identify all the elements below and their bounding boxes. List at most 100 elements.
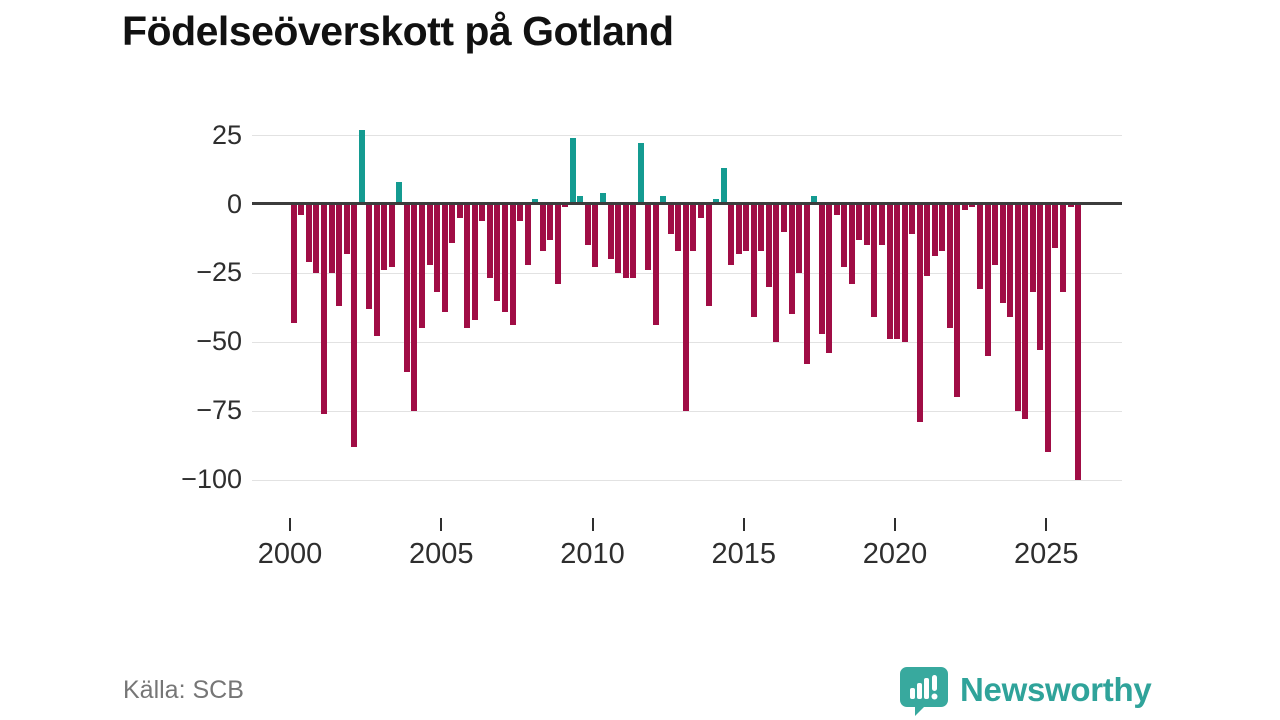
bar-2023-q4 bbox=[1007, 204, 1014, 317]
x-axis-label-2000: 2000 bbox=[257, 538, 323, 570]
bar-2002-q1 bbox=[351, 204, 358, 447]
source-note: Källa: SCB bbox=[123, 676, 244, 704]
x-axis-tick-2020 bbox=[894, 518, 896, 531]
bar-2006-q3 bbox=[486, 204, 493, 279]
newsworthy-logo-text: Newsworthy bbox=[960, 671, 1152, 708]
bar-2012-q2 bbox=[660, 195, 667, 204]
bar-2011-q4 bbox=[645, 204, 652, 271]
bar-2015-q3 bbox=[758, 204, 765, 251]
bar-2020-q2 bbox=[901, 204, 908, 342]
bar-2002-q2 bbox=[358, 129, 365, 204]
bar-2003-q2 bbox=[388, 204, 395, 268]
bar-2025-q2 bbox=[1052, 204, 1059, 249]
bar-2009-q4 bbox=[584, 204, 591, 246]
bar-2016-q3 bbox=[788, 204, 795, 315]
bar-2020-q3 bbox=[909, 204, 916, 235]
bar-2009-q3 bbox=[577, 195, 584, 204]
bar-2014-q1 bbox=[713, 198, 720, 204]
x-axis-label-2015: 2015 bbox=[711, 538, 777, 570]
bar-2018-q3 bbox=[848, 204, 855, 284]
bar-2017-q3 bbox=[818, 204, 825, 334]
bar-2023-q1 bbox=[984, 204, 991, 356]
bar-2022-q3 bbox=[969, 204, 976, 207]
bar-2001-q1 bbox=[321, 204, 327, 414]
bar-2005-q4 bbox=[464, 204, 471, 328]
gridline--75 bbox=[252, 410, 1122, 412]
bar-2001-q2 bbox=[328, 204, 335, 273]
bar-2018-q2 bbox=[841, 204, 848, 268]
bar-2019-q3 bbox=[879, 204, 885, 246]
bar-2002-q4 bbox=[373, 204, 380, 337]
bar-2007-q3 bbox=[517, 204, 523, 221]
bar-2005-q1 bbox=[441, 204, 448, 312]
bar-2013-q3 bbox=[698, 204, 704, 218]
bar-2005-q3 bbox=[456, 204, 463, 218]
bar-2006-q4 bbox=[494, 204, 501, 301]
bar-2010-q1 bbox=[592, 204, 599, 268]
bar-2004-q1 bbox=[411, 204, 418, 411]
bar-2013-q2 bbox=[690, 204, 697, 251]
bar-2003-q4 bbox=[403, 204, 410, 373]
bar-2016-q2 bbox=[780, 204, 787, 232]
bar-2018-q4 bbox=[856, 204, 863, 240]
bar-2003-q3 bbox=[396, 182, 403, 204]
bar-2010-q3 bbox=[607, 204, 614, 260]
plot-area: 25 0 −25 −50 −75 −100 2000 2005 2010 2015 2020 2025 bbox=[181, 121, 1122, 570]
bar-2006-q1 bbox=[471, 204, 478, 320]
y-axis-label--75: −75 bbox=[196, 395, 242, 426]
bar-2019-q1 bbox=[863, 204, 870, 246]
bar-2007-q2 bbox=[509, 204, 516, 326]
x-axis-zero-line bbox=[252, 202, 1122, 205]
bar-2026-q1 bbox=[1075, 204, 1081, 480]
bar-2007-q1 bbox=[501, 204, 508, 312]
x-axis-label-2025: 2025 bbox=[1014, 538, 1079, 570]
bar-2000-q3 bbox=[305, 204, 312, 262]
y-axis-label-0: 0 bbox=[226, 188, 242, 219]
bar-2008-q3 bbox=[547, 204, 554, 240]
bar-2012-q4 bbox=[675, 204, 682, 251]
x-axis-tick-2010 bbox=[591, 518, 594, 531]
bar-2003-q1 bbox=[381, 204, 388, 271]
x-axis-label-2020: 2020 bbox=[862, 538, 928, 570]
bar-2023-q2 bbox=[992, 204, 999, 265]
bar-2020-q1 bbox=[894, 204, 900, 339]
bar-2004-q2 bbox=[419, 204, 425, 328]
bar-2015-q4 bbox=[765, 204, 772, 287]
bar-2017-q1 bbox=[803, 204, 810, 364]
bar-2011-q3 bbox=[637, 143, 644, 204]
bar-2008-q4 bbox=[554, 204, 561, 284]
bar-2016-q1 bbox=[773, 204, 780, 342]
y-axis-label--100: −100 bbox=[181, 464, 242, 495]
bar-2001-q3 bbox=[336, 204, 342, 306]
bar-2014-q2 bbox=[720, 168, 727, 204]
bar-2000-q4 bbox=[313, 204, 320, 273]
bar-2021-q1 bbox=[924, 204, 931, 276]
bar-2018-q1 bbox=[833, 204, 840, 215]
bar-2011-q2 bbox=[630, 204, 637, 279]
bar-2014-q4 bbox=[735, 204, 742, 254]
y-axis-label--25: −25 bbox=[196, 257, 242, 288]
bar-2011-q1 bbox=[622, 204, 629, 279]
bar-2013-q4 bbox=[705, 204, 712, 306]
bar-2006-q2 bbox=[479, 204, 486, 221]
bar-2010-q2 bbox=[600, 193, 606, 204]
bar-2009-q2 bbox=[569, 137, 576, 204]
bar-2025-q1 bbox=[1044, 204, 1051, 452]
bar-2007-q4 bbox=[524, 204, 531, 265]
bar-2016-q4 bbox=[796, 204, 802, 273]
bar-2019-q4 bbox=[886, 204, 893, 339]
x-axis-tick-2025 bbox=[1045, 518, 1048, 531]
bar-2009-q1 bbox=[562, 204, 569, 207]
bar-2017-q4 bbox=[826, 204, 833, 353]
newsworthy-logo: Newsworthy bbox=[898, 664, 1152, 716]
bar-2020-q4 bbox=[916, 204, 923, 422]
x-axis-tick-2000 bbox=[289, 518, 291, 531]
bar-2022-q2 bbox=[961, 204, 968, 210]
bar-2010-q4 bbox=[615, 204, 621, 273]
bar-2013-q1 bbox=[682, 204, 689, 411]
bar-2000-q1 bbox=[290, 204, 297, 323]
chart-title: Födelseöverskott på Gotland bbox=[122, 8, 674, 54]
bar-2019-q2 bbox=[871, 204, 878, 317]
bar-2005-q2 bbox=[449, 204, 456, 243]
